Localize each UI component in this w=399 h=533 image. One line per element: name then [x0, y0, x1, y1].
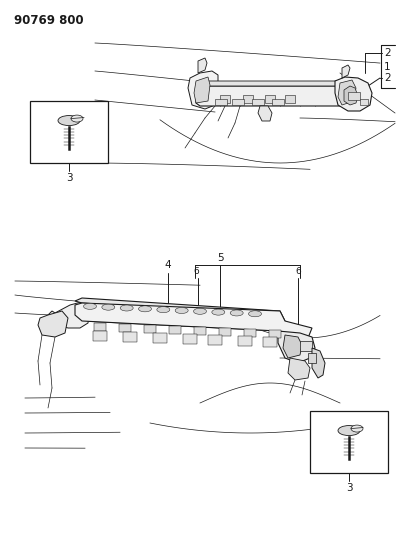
Polygon shape	[188, 71, 218, 109]
Bar	[360, 99, 368, 105]
Text: 90769 800: 90769 800	[14, 14, 84, 27]
Bar	[265, 95, 275, 103]
Text: 6: 6	[193, 267, 199, 276]
Bar	[244, 329, 256, 337]
Bar	[208, 335, 222, 345]
Bar	[215, 99, 227, 105]
Ellipse shape	[138, 306, 152, 312]
Polygon shape	[312, 348, 325, 378]
Bar	[269, 330, 281, 338]
Ellipse shape	[338, 425, 360, 435]
Ellipse shape	[102, 304, 115, 310]
Bar	[252, 99, 264, 105]
Bar	[220, 95, 230, 103]
Bar	[169, 326, 181, 334]
Polygon shape	[198, 58, 207, 73]
Text: 3: 3	[346, 483, 352, 493]
Ellipse shape	[175, 308, 188, 313]
Bar	[310, 411, 388, 473]
Polygon shape	[335, 77, 372, 111]
Bar	[119, 324, 131, 332]
Polygon shape	[75, 303, 312, 338]
Bar	[272, 99, 284, 105]
Polygon shape	[288, 358, 310, 380]
Ellipse shape	[58, 116, 80, 126]
Polygon shape	[38, 311, 68, 337]
Polygon shape	[75, 298, 285, 321]
Ellipse shape	[157, 306, 170, 313]
Text: 1: 1	[384, 62, 391, 72]
Text: 6: 6	[295, 267, 301, 276]
Bar	[183, 334, 197, 344]
Bar	[194, 327, 206, 335]
Polygon shape	[344, 86, 358, 105]
Ellipse shape	[120, 305, 133, 311]
Polygon shape	[48, 301, 90, 328]
Ellipse shape	[83, 303, 97, 309]
Polygon shape	[196, 86, 350, 106]
Bar	[285, 95, 295, 103]
Polygon shape	[258, 106, 272, 121]
Bar	[348, 92, 360, 100]
Ellipse shape	[71, 115, 83, 122]
Text: 3: 3	[66, 173, 72, 183]
Bar	[94, 322, 106, 330]
Bar	[308, 353, 316, 363]
Polygon shape	[342, 65, 350, 78]
Bar	[232, 99, 244, 105]
Bar	[263, 337, 277, 347]
Bar	[300, 341, 312, 351]
Bar	[30, 101, 108, 163]
Polygon shape	[194, 77, 210, 103]
Bar	[123, 332, 137, 342]
Bar	[144, 325, 156, 333]
Text: 2: 2	[384, 48, 391, 58]
Bar	[153, 333, 167, 343]
Polygon shape	[338, 80, 356, 105]
Bar	[93, 330, 107, 341]
Ellipse shape	[351, 425, 363, 432]
Text: 5: 5	[217, 253, 223, 263]
Ellipse shape	[194, 308, 207, 314]
Text: 2: 2	[384, 73, 391, 83]
Bar	[219, 328, 231, 336]
Ellipse shape	[212, 309, 225, 315]
Ellipse shape	[249, 311, 261, 317]
Ellipse shape	[230, 310, 243, 316]
Polygon shape	[196, 81, 348, 89]
Bar	[243, 95, 253, 103]
Polygon shape	[278, 331, 315, 363]
Bar	[238, 336, 252, 346]
Polygon shape	[283, 335, 302, 358]
Text: 4: 4	[165, 260, 171, 270]
